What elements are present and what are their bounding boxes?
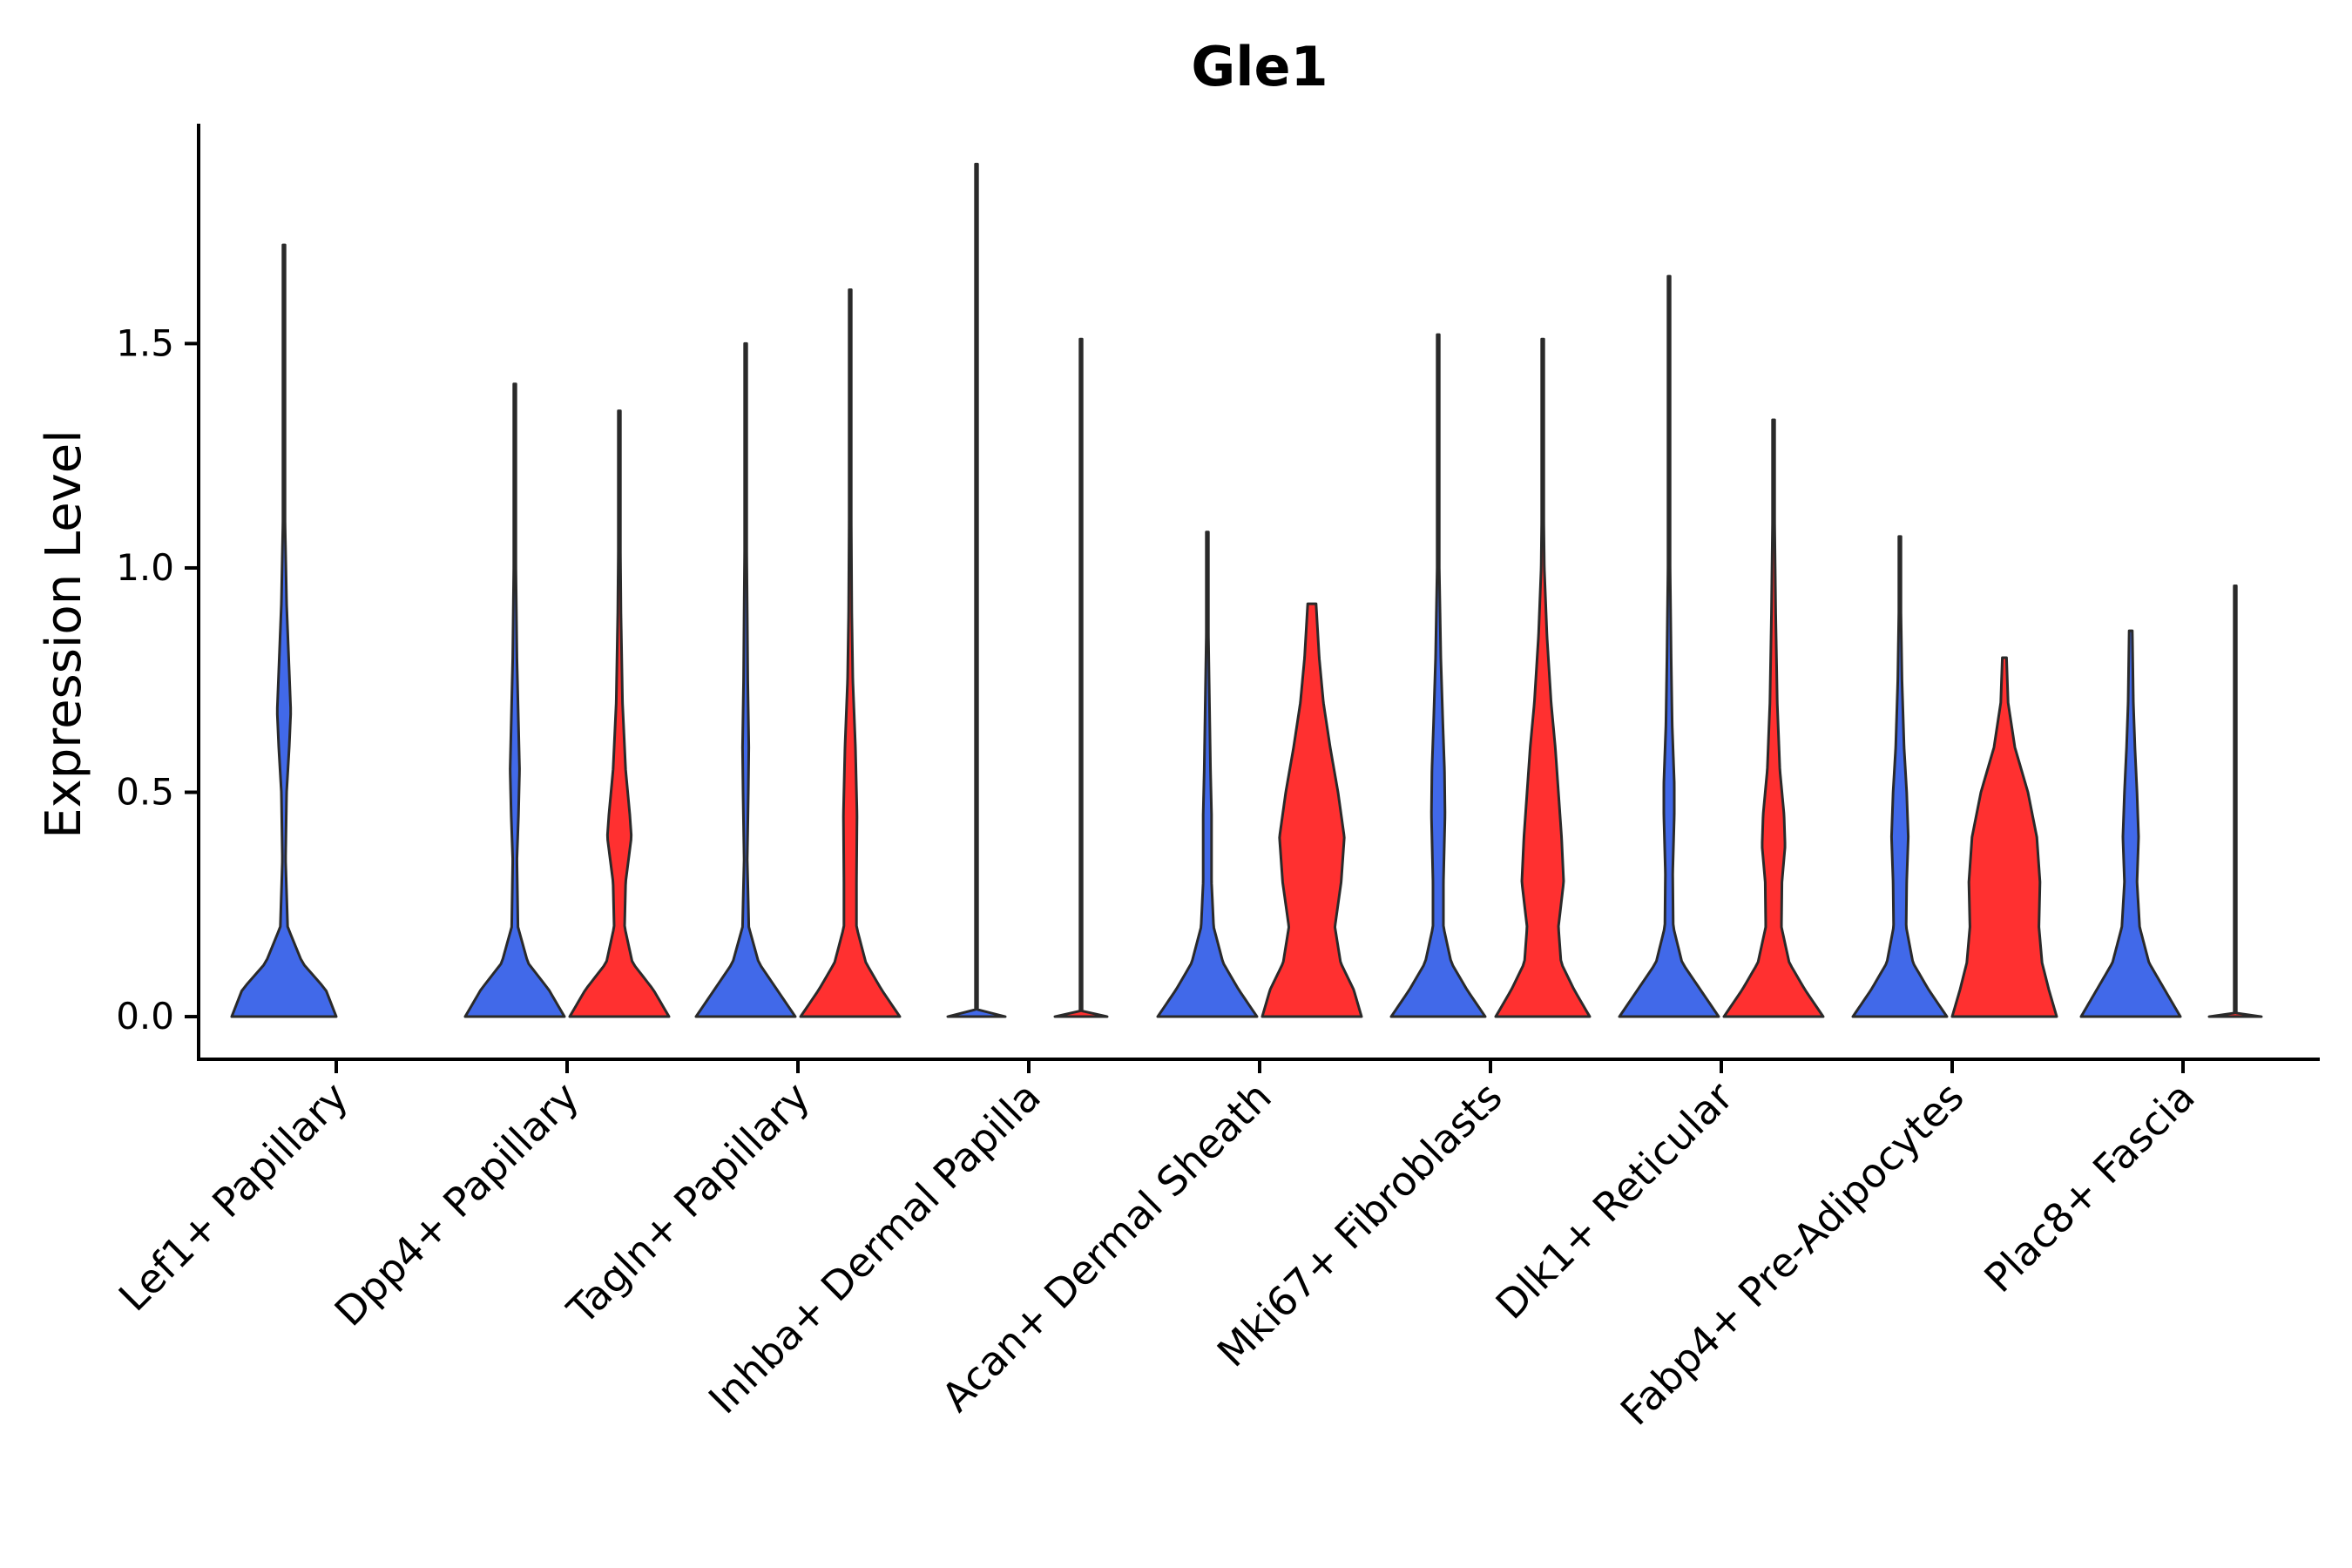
violin-blue-6 [1618,274,1720,1018]
violin-red-2 [799,288,902,1018]
x-tick-label: Dpp4+ Papillary [326,1073,588,1335]
chart-title: Gle1 [1191,35,1328,98]
x-tick-label: Lef1+ Papillary [110,1073,357,1321]
x-tick-label: Tagln+ Papillary [558,1073,819,1335]
violin-blue-3 [946,162,1007,1018]
violin-blue-8 [2079,629,2182,1018]
y-axis-label: Expression Level [36,429,92,839]
violin-blue-1 [463,382,566,1018]
y-tick-label: 1.5 [116,321,174,364]
violin-blue-2 [694,341,797,1018]
violin-red-4 [1260,602,1363,1018]
violin-red-1 [568,409,671,1018]
x-tick-label: Dlk1+ Reticular [1487,1073,1742,1328]
violin-blue-5 [1389,333,1487,1018]
y-tick-label: 0.5 [116,771,174,814]
violin-red-7 [1950,656,2058,1018]
y-tick-label: 0.0 [116,995,174,1037]
violin-red-3 [1053,337,1109,1018]
violin-red-8 [2207,585,2263,1018]
violin-group [230,162,2263,1018]
violin-red-5 [1494,337,1592,1018]
y-tick-label: 1.0 [116,546,174,589]
y-ticks: 0.0 0.5 1.0 1.5 [116,321,199,1037]
violin-red-6 [1722,418,1825,1018]
violin-blue-0 [230,243,338,1018]
x-tick-label: Plac8+ Fascia [1975,1073,2203,1301]
violin-blue-4 [1156,531,1259,1018]
violin-blue-7 [1851,535,1949,1018]
